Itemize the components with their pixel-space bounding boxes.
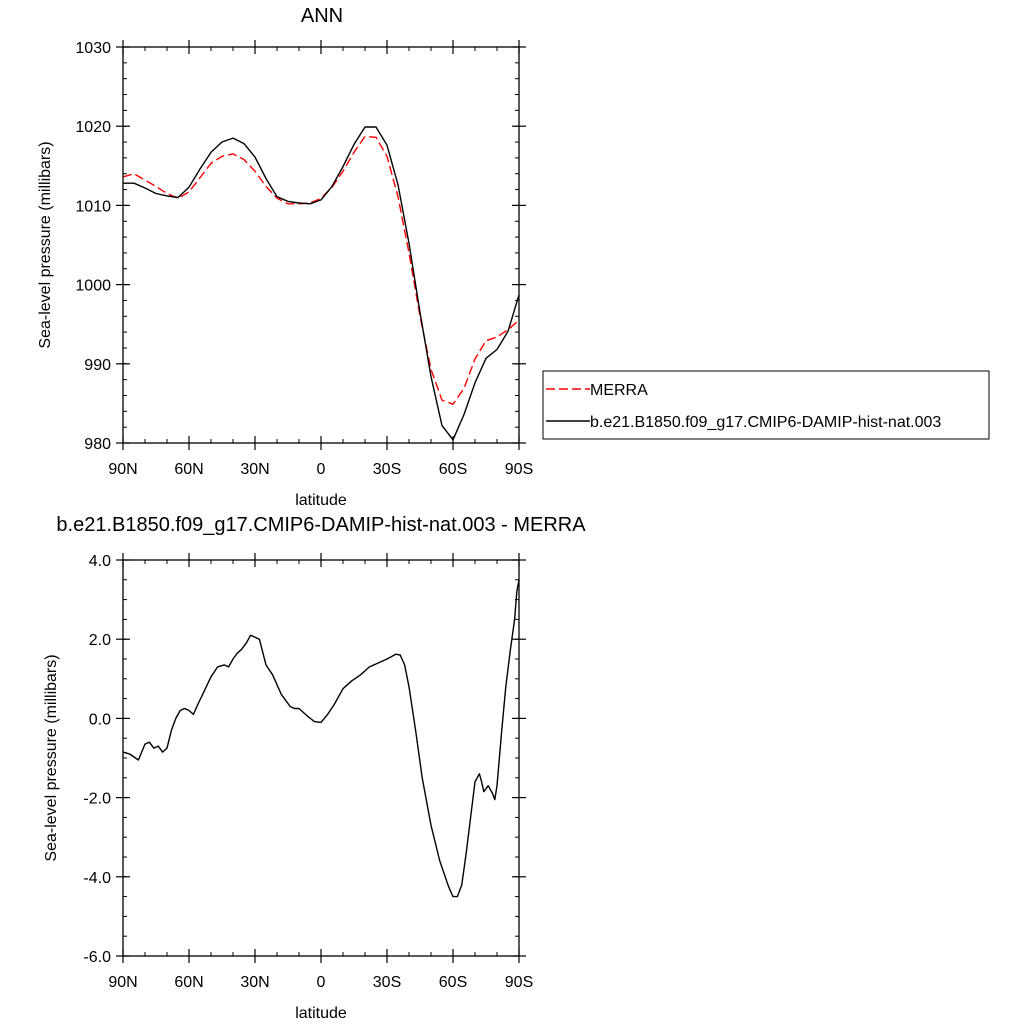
y-tick-label: 2.0 [89, 632, 111, 649]
y-axis-label: Sea-level pressure (millibars) [43, 654, 60, 861]
x-axis-label: latitude [295, 492, 347, 509]
x-tick-label: 30N [240, 974, 269, 991]
legend-box [542, 370, 990, 440]
tick-marks [116, 553, 526, 963]
y-tick-label: 990 [84, 357, 111, 374]
x-tick-label: 30S [373, 461, 401, 478]
series-line-merra [122, 135, 520, 405]
x-tick-label: 90S [505, 461, 533, 478]
tick-labels: 980 990 1000 1010 1020 1030 90N 60N 30N 0 30S 60S 90… [75, 40, 533, 478]
tick-labels: -6.0 -4.0 -2.0 0.0 2.0 4.0 90N 60N 30N 0 30S 60S 90S [83, 553, 533, 991]
y-axis-label: Sea-level pressure (millibars) [37, 141, 54, 348]
x-tick-label: 60S [439, 461, 467, 478]
x-tick-label: 90S [505, 974, 533, 991]
x-tick-label: 90N [108, 461, 137, 478]
y-tick-label: -4.0 [83, 870, 111, 887]
series-lines [122, 579, 520, 898]
plot-frame [122, 559, 520, 957]
legend-label-model: b.e21.B1850.f09_g17.CMIP6-DAMIP-hist-nat… [590, 414, 941, 431]
x-tick-label: 60S [439, 974, 467, 991]
chart-title: b.e21.B1850.f09_g17.CMIP6-DAMIP-hist-nat… [56, 514, 586, 536]
chart-title: ANN [301, 5, 343, 27]
legend: MERRA b.e21.B1850.f09_g17.CMIP6-DAMIP-hi… [542, 370, 990, 440]
y-tick-label: 1030 [75, 40, 111, 57]
y-tick-label: 0.0 [89, 711, 111, 728]
plot-frame [122, 46, 520, 444]
y-tick-label: -6.0 [83, 949, 111, 966]
series-line-model [123, 126, 520, 441]
difference-chart: b.e21.B1850.f09_g17.CMIP6-DAMIP-hist-nat… [43, 514, 586, 1022]
y-tick-label: 1010 [75, 198, 111, 215]
y-tick-label: 1000 [75, 278, 111, 295]
x-axis-label: latitude [295, 1005, 347, 1022]
y-tick-label: 1020 [75, 119, 111, 136]
x-tick-label: 0 [317, 974, 326, 991]
x-tick-label: 0 [317, 461, 326, 478]
series-line-difference [122, 579, 520, 898]
tick-marks [116, 40, 526, 450]
x-tick-label: 30S [373, 974, 401, 991]
sea-level-pressure-chart: ANN 980 990 1000 1010 1020 1030 90N 60N 30N 0 30S 6… [37, 5, 990, 509]
legend-label-merra: MERRA [590, 382, 648, 399]
x-tick-label: 90N [108, 974, 137, 991]
y-tick-label: 980 [84, 436, 111, 453]
x-tick-label: 30N [240, 461, 269, 478]
x-tick-label: 60N [174, 974, 203, 991]
y-tick-label: -2.0 [83, 791, 111, 808]
series-lines [122, 126, 520, 441]
x-tick-label: 60N [174, 461, 203, 478]
y-tick-label: 4.0 [89, 553, 111, 570]
